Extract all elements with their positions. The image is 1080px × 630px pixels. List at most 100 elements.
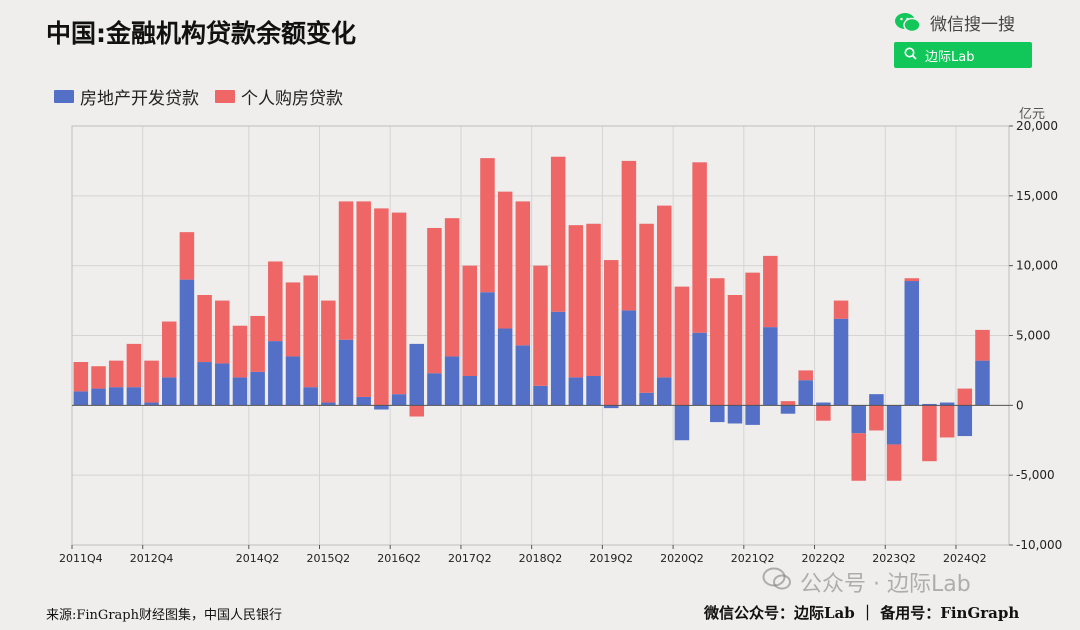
- bar-dev: [851, 405, 866, 434]
- bar-mortgage: [338, 201, 354, 340]
- bar-mortgage: [285, 282, 301, 357]
- bar-mortgage: [780, 401, 796, 406]
- bar-dev: [692, 332, 707, 406]
- bar-mortgage: [197, 294, 212, 363]
- bar-dev: [108, 387, 124, 406]
- x-tick-label: 2024Q2: [943, 552, 987, 565]
- search-box[interactable]: 边际Lab: [894, 42, 1032, 68]
- bar-mortgage: [833, 300, 849, 319]
- bar-dev: [215, 363, 230, 406]
- x-tick-label: 2018Q2: [519, 552, 563, 565]
- bar-mortgage: [922, 405, 937, 462]
- bar-dev: [356, 396, 371, 406]
- bar-dev: [427, 373, 442, 406]
- bar-mortgage: [957, 388, 973, 406]
- bar-mortgage: [869, 405, 884, 431]
- credit-note: 微信公众号：边际Lab ｜ 备用号：FinGraph: [704, 604, 1020, 622]
- bar-dev: [904, 281, 920, 406]
- y-tick-labels: -10,000 -5,000 0 5,000 10,000 15,000 20,000: [1009, 119, 1062, 552]
- bar-mortgage: [232, 325, 248, 378]
- wechat-search-brand[interactable]: 微信搜一搜: [894, 10, 1015, 35]
- bar-mortgage: [409, 405, 424, 417]
- bar-dev: [268, 341, 283, 406]
- bar-mortgage: [73, 362, 89, 392]
- bar-mortgage: [215, 300, 230, 364]
- bar-dev: [250, 371, 265, 406]
- watermark-text: 公众号 · 边际Lab: [800, 572, 971, 597]
- search-text: 边际Lab: [925, 49, 975, 65]
- bar-mortgage: [939, 405, 955, 438]
- bar-dev: [409, 343, 424, 406]
- bar-mortgage: [692, 162, 707, 333]
- bar-mortgage: [586, 223, 601, 377]
- bar-mortgage: [798, 370, 813, 381]
- bar-dev: [232, 377, 248, 406]
- bar-dev: [144, 402, 159, 406]
- bar-dev: [338, 339, 354, 406]
- bar-mortgage: [268, 261, 283, 342]
- bar-dev: [745, 405, 760, 425]
- bar-mortgage: [533, 265, 548, 386]
- bar-mortgage: [639, 223, 654, 393]
- legend-item-mortgage: 个人购房贷款: [215, 84, 343, 109]
- bar-dev: [621, 310, 637, 406]
- bar-dev: [763, 327, 778, 406]
- bar-mortgage: [480, 158, 495, 293]
- bar-dev: [798, 380, 813, 406]
- y-tick-label: -10,000: [1016, 538, 1062, 552]
- bar-dev: [886, 405, 902, 445]
- bar-dev: [179, 279, 195, 406]
- bar-mortgage: [250, 315, 265, 372]
- bar-mortgage: [710, 278, 725, 406]
- bar-dev: [780, 405, 796, 414]
- bar-mortgage: [144, 360, 159, 403]
- chart-title: 中国:金融机构贷款余额变化: [46, 19, 356, 48]
- bar-mortgage: [816, 405, 831, 421]
- bar-mortgage: [356, 201, 371, 397]
- bar-dev: [833, 318, 849, 406]
- bar-dev: [462, 376, 478, 406]
- bar-mortgage: [462, 265, 478, 377]
- bar-mortgage: [745, 272, 760, 406]
- legend-item-dev: 房地产开发贷款: [54, 84, 199, 109]
- bar-dev: [374, 405, 389, 410]
- bar-mortgage: [568, 225, 584, 378]
- bar-dev: [922, 403, 937, 406]
- bar-dev: [91, 388, 106, 406]
- chart-legend: 房地产开发贷款 个人购房贷款: [54, 84, 349, 109]
- bar-dev: [391, 394, 407, 406]
- wechat-watermark-icon: [762, 567, 792, 597]
- bar-dev: [321, 402, 336, 406]
- x-tick-label: 2021Q2: [731, 552, 775, 565]
- bar-mortgage: [321, 300, 336, 403]
- bar-dev: [639, 392, 654, 406]
- x-tick-label: 2019Q2: [589, 552, 633, 565]
- bar-dev: [550, 311, 566, 406]
- bar-mortgage: [603, 260, 619, 406]
- bar-mortgage: [674, 286, 690, 406]
- bar-dev: [603, 405, 619, 409]
- bar-dev: [497, 328, 513, 406]
- x-tick-label: 2012Q4: [130, 552, 174, 565]
- bar-mortgage: [126, 343, 142, 388]
- x-tick-label: 2011Q4: [59, 552, 103, 565]
- x-tick-label: 2017Q2: [448, 552, 492, 565]
- x-tick-label: 2014Q2: [236, 552, 280, 565]
- bar-mortgage: [515, 201, 531, 346]
- legend-label-dev: 房地产开发贷款: [80, 89, 199, 109]
- bar-dev: [568, 377, 584, 406]
- legend-label-mortgage: 个人购房贷款: [241, 89, 343, 109]
- bar-mortgage: [851, 433, 866, 481]
- bar-mortgage: [904, 278, 920, 282]
- x-tick-label: 2020Q2: [660, 552, 704, 565]
- bar-dev: [303, 387, 318, 406]
- bar-dev: [710, 405, 725, 423]
- bar-mortgage: [763, 255, 778, 328]
- bar-mortgage: [374, 208, 389, 406]
- legend-swatch-mortgage: [215, 90, 235, 103]
- bar-dev: [869, 394, 884, 406]
- bar-mortgage: [391, 212, 407, 395]
- bar-mortgage: [621, 160, 637, 311]
- bar-dev: [727, 405, 743, 424]
